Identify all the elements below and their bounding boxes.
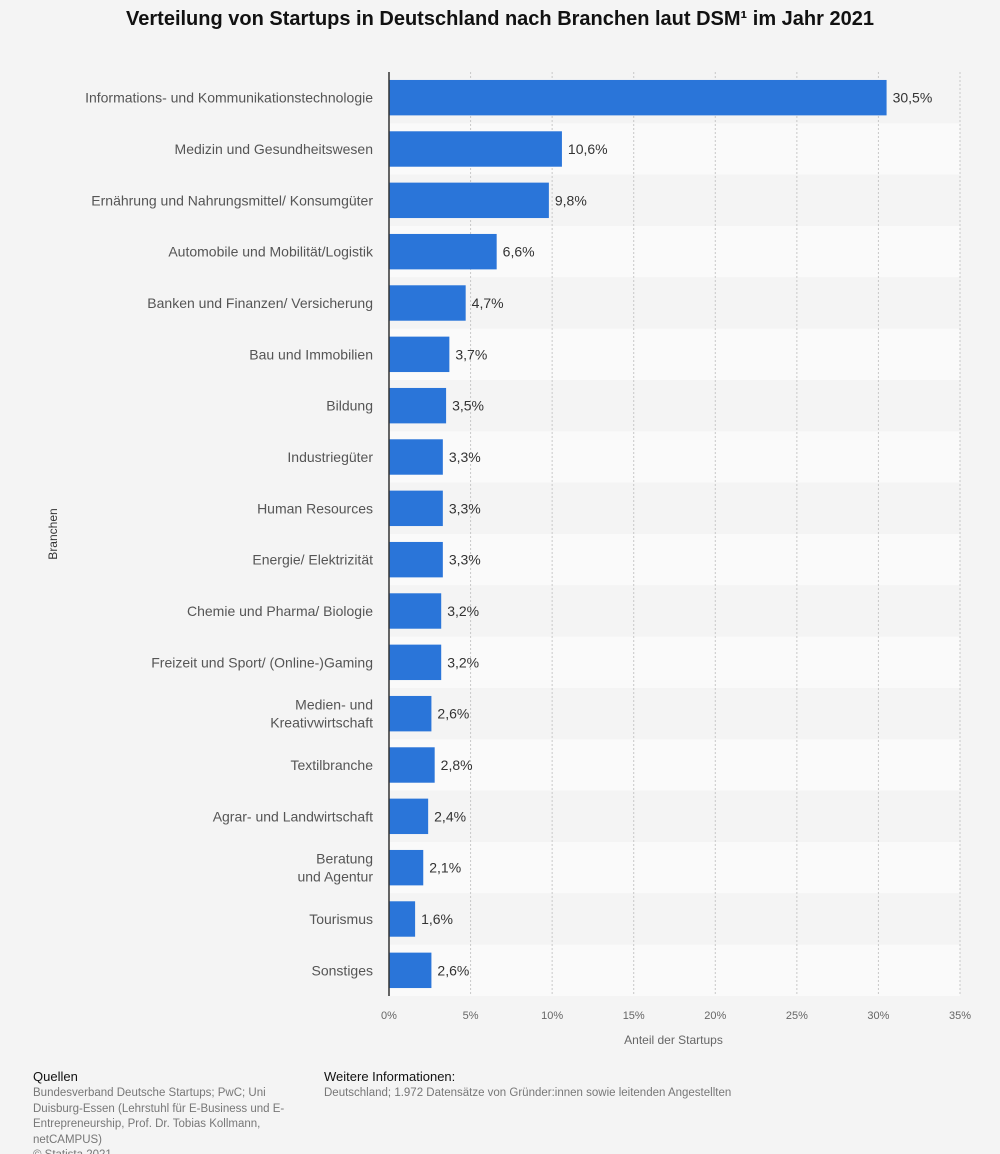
row-band (389, 944, 960, 996)
x-tick-label: 0% (381, 1010, 397, 1022)
value-label: 3,3% (449, 552, 481, 568)
category-label: Bau und Immobilien (249, 346, 373, 362)
value-label: 2,8% (441, 757, 473, 773)
bar (389, 182, 549, 219)
category-label: Medien- und Kreativwirtschaft (270, 697, 373, 731)
category-label: Automobile und Mobilität/Logistik (168, 244, 374, 260)
row-band (389, 688, 960, 740)
x-axis-title: Anteil der Startups (624, 1033, 723, 1047)
value-label: 30,5% (893, 90, 933, 106)
bar (389, 849, 424, 886)
category-label: Freizeit und Sport/ (Online-)Gaming (151, 654, 373, 670)
value-label: 6,6% (503, 244, 535, 260)
category-label: Banken und Finanzen/ Versicherung (147, 295, 373, 311)
value-label: 2,1% (429, 860, 461, 876)
row-band (389, 431, 960, 483)
sources-heading: Quellen (33, 1069, 78, 1084)
value-label: 2,6% (437, 706, 469, 722)
row-band (389, 482, 960, 534)
x-tick-label: 15% (623, 1010, 645, 1022)
value-label: 1,6% (421, 911, 453, 927)
x-tick-label: 25% (786, 1010, 808, 1022)
value-label: 9,8% (555, 192, 587, 208)
category-label: Human Resources (257, 500, 373, 516)
bar (389, 285, 466, 321)
row-band (389, 328, 960, 380)
bar (389, 233, 497, 270)
category-label: Sonstiges (312, 962, 373, 978)
row-band (389, 790, 960, 842)
row-band (389, 893, 960, 945)
x-tick-label: 10% (541, 1010, 563, 1022)
category-label: Agrar- und Landwirtschaft (213, 808, 373, 824)
info-heading: Weitere Informationen: (324, 1069, 456, 1084)
bar (389, 131, 562, 167)
bar-chart: 30,5% Informations- und Kommunikationstec… (46, 72, 971, 1047)
row-band (389, 739, 960, 791)
info-block: Weitere Informationen: Deutschland; 1.97… (324, 1069, 964, 1102)
category-label: Industriegüter (287, 449, 373, 465)
x-tick-label: 30% (867, 1010, 889, 1022)
category-label: Bildung (326, 398, 373, 414)
bar (389, 439, 443, 475)
bar (389, 798, 429, 835)
sources-block: Quellen Bundesverband Deutsche Startups;… (33, 1069, 318, 1154)
chart-title: Verteilung von Startups in Deutschland n… (126, 8, 874, 30)
bar (389, 79, 887, 116)
x-tick-label: 5% (463, 1010, 479, 1022)
category-label: Ernährung und Nahrungsmittel/ Konsumgüte… (91, 192, 373, 208)
category-label: Energie/ Elektrizität (252, 552, 373, 568)
category-label: Medizin und Gesundheitswesen (175, 141, 373, 157)
value-label: 3,2% (447, 654, 479, 670)
bar (389, 952, 432, 989)
bar (389, 747, 435, 783)
row-band (389, 636, 960, 688)
info-text: Deutschland; 1.972 Datensätze von Gründe… (324, 1087, 732, 1099)
row-band (389, 380, 960, 432)
bar (389, 901, 416, 937)
y-axis-title: Branchen (46, 508, 60, 559)
row-band (389, 277, 960, 329)
value-label: 3,3% (449, 500, 481, 516)
bar (389, 490, 443, 527)
category-label: Chemie und Pharma/ Biologie (187, 603, 373, 619)
row-band (389, 585, 960, 637)
category-label: Textilbranche (291, 757, 374, 773)
value-label: 2,6% (437, 962, 469, 978)
value-label: 4,7% (472, 295, 504, 311)
x-tick-label: 35% (949, 1010, 971, 1022)
value-label: 3,2% (447, 603, 479, 619)
value-label: 3,7% (455, 346, 487, 362)
value-label: 2,4% (434, 808, 466, 824)
row-band (389, 842, 960, 894)
bar (389, 593, 442, 629)
bar (389, 644, 442, 681)
value-label: 3,3% (449, 449, 481, 465)
category-label: Tourismus (309, 911, 373, 927)
bar (389, 387, 447, 424)
sources-text: Bundesverband Deutsche Startups; PwC; Un… (33, 1087, 285, 1154)
x-tick-label: 20% (704, 1010, 726, 1022)
value-label: 10,6% (568, 141, 608, 157)
bar (389, 336, 450, 373)
bar (389, 695, 432, 732)
category-label: Beratung und Agentur (297, 851, 373, 885)
row-band (389, 534, 960, 586)
bar (389, 541, 443, 578)
value-label: 3,5% (452, 398, 484, 414)
category-label: Informations- und Kommunikationstechnolo… (85, 90, 373, 106)
